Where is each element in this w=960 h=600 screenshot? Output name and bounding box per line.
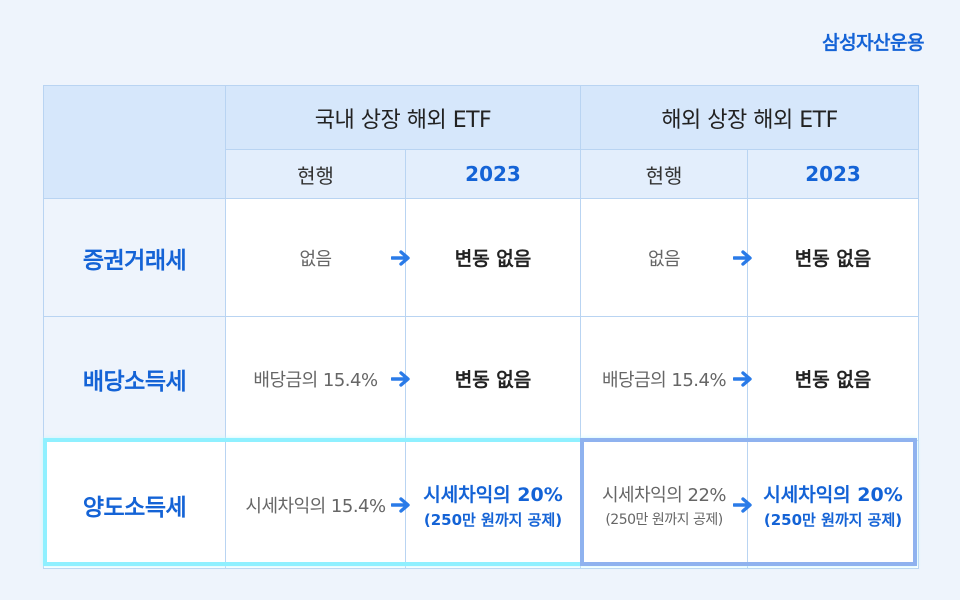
cell-text-line2: (250만 원까지 공제) [605,511,723,528]
domestic-current-cell: 없음 [225,198,410,317]
overseas-2023-cell: 변동 없음 [747,198,920,317]
domestic-current-cell: 배당금의 15.4% [225,316,410,441]
cell-text-line2: (250만 원까지 공제) [763,510,903,529]
header-domestic-etf: 국내 상장 해외 ETF [224,85,582,150]
cell-text: 없음 [299,248,332,270]
table-row-securities-tax: 증권거래세 없음 변동 없음 없음 변동 없음 [43,198,920,317]
cell-text-line1: 시세차익의 20% [423,483,563,506]
cell-text: 배당금의 15.4% [253,369,378,391]
cell-text: 없음 [647,248,681,270]
cell-text: 배당금의 15.4% [601,369,727,391]
cell-text-line2: (250만 원까지 공제) [423,510,563,529]
row-label: 배당소득세 [43,316,226,441]
domestic-2023-cell: 변동 없음 [404,198,582,317]
overseas-current-cell: 시세차익의 22% (250만 원까지 공제) [580,440,752,569]
overseas-2023-cell: 변동 없음 [747,316,920,441]
header-overseas-etf: 해외 상장 해외 ETF [580,85,920,150]
arrow-right-icon [733,370,752,387]
cell-text-line1: 시세차익의 22% [602,484,727,506]
table-row-dividend-tax: 배당소득세 배당금의 15.4% 변동 없음 배당금의 15.4% 변동 없음 [43,316,920,441]
arrow-right-icon [391,370,410,387]
overseas-current-cell: 배당금의 15.4% [580,316,752,441]
arrow-right-icon [391,496,410,513]
overseas-current-cell: 없음 [580,198,752,317]
cell-text-line1: 시세차익의 20% [763,483,903,506]
arrow-right-icon [391,249,410,266]
domestic-2023-cell: 시세차익의 20% (250만 원까지 공제) [404,440,582,569]
table-row-capital-gains-tax: 양도소득세 시세차익의 15.4% 시세차익의 20% (250만 원까지 공제… [43,440,920,569]
row-label: 양도소득세 [43,440,226,569]
table-corner [43,85,226,199]
domestic-current-cell: 시세차익의 15.4% [225,440,410,569]
overseas-2023-cell: 시세차익의 20% (250만 원까지 공제) [747,440,920,569]
header-domestic-2023: 2023 [404,149,582,199]
arrow-right-icon [733,249,752,266]
header-overseas-current: 현행 [580,149,749,199]
header-overseas-2023: 2023 [747,149,920,199]
arrow-right-icon [733,496,752,513]
domestic-2023-cell: 변동 없음 [404,316,582,441]
header-domestic-current: 현행 [225,149,406,199]
cell-text: 시세차익의 15.4% [245,495,386,517]
row-label: 증권거래세 [43,198,226,317]
tax-comparison-table: 국내 상장 해외 ETF 해외 상장 해외 ETF 현행 2023 현행 202… [43,85,920,569]
brand-logo-text: 삼성자산운용 [822,32,924,54]
